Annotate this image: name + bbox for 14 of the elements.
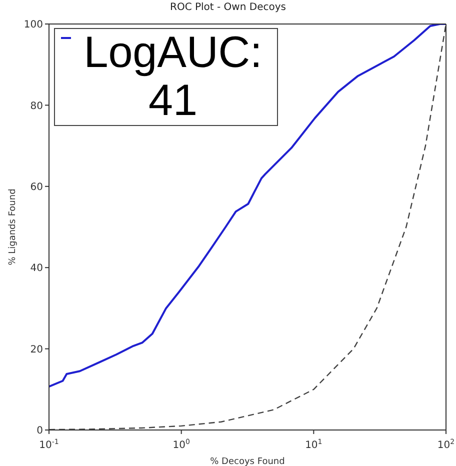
x-tick-label: 10$^{2}$ bbox=[437, 438, 455, 451]
x-tick-label: 10$^{1}$ bbox=[305, 438, 322, 451]
y-tick-label: 80 bbox=[30, 100, 43, 112]
chart-title: ROC Plot - Own Decoys bbox=[169, 2, 287, 13]
x-tick-label: 10$^{0}$ bbox=[172, 438, 190, 451]
x-axis-title: % Decoys Found bbox=[210, 457, 285, 466]
y-tick-label: 0 bbox=[36, 426, 43, 437]
y-tick-label: 40 bbox=[30, 263, 43, 274]
legend-label: LogAUC: 41 bbox=[82, 28, 264, 125]
y-tick-label: 20 bbox=[30, 344, 43, 356]
y-tick-label: 60 bbox=[30, 182, 43, 193]
y-tick-label: 100 bbox=[24, 20, 43, 31]
x-tick-label: 10$^{-1}$ bbox=[39, 438, 59, 451]
y-axis-title: % Ligands Found bbox=[8, 188, 18, 266]
